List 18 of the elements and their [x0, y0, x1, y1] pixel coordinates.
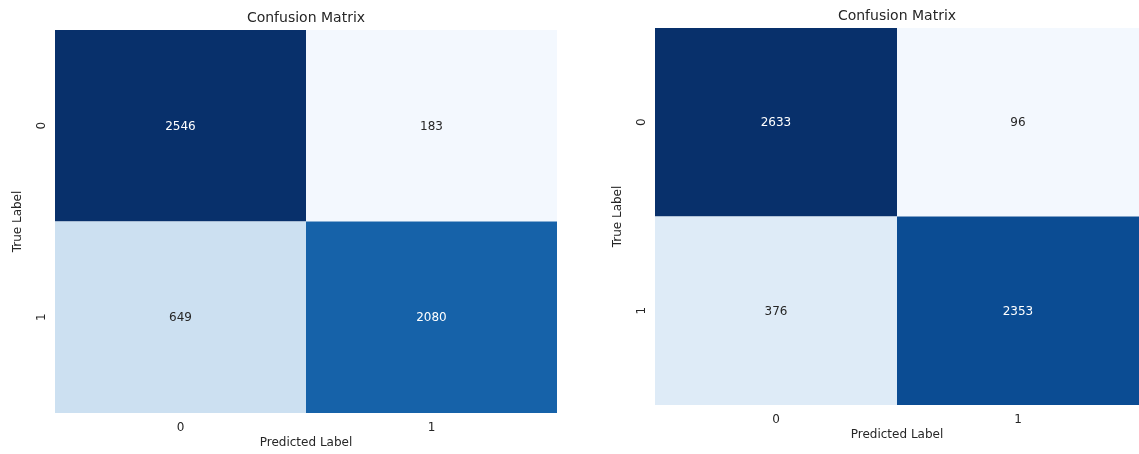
- data-label: 2080: [416, 310, 447, 325]
- x-axis-title: Predicted Label: [259, 435, 353, 449]
- data-label: 649: [169, 310, 192, 325]
- data-label: 96: [1010, 115, 1026, 130]
- data-label: 376: [764, 303, 788, 318]
- x-tick-label: 1: [427, 420, 436, 434]
- x-axis-title: Predicted Label: [850, 427, 944, 441]
- y-axis-title: True Label: [610, 185, 624, 249]
- data-label: 2633: [760, 115, 792, 130]
- x-tick-label: 0: [176, 420, 185, 434]
- x-tick-label: 0: [772, 412, 780, 426]
- text: Confusion Matrix: [837, 7, 957, 23]
- data-label: 2353: [1002, 303, 1034, 318]
- data-label: 183: [420, 118, 443, 133]
- data-label: 2546: [165, 118, 196, 133]
- chart-title: Confusion Matrix: [246, 9, 366, 25]
- y-axis-title: True Label: [10, 190, 24, 254]
- x-tick-label: 1: [1014, 412, 1022, 426]
